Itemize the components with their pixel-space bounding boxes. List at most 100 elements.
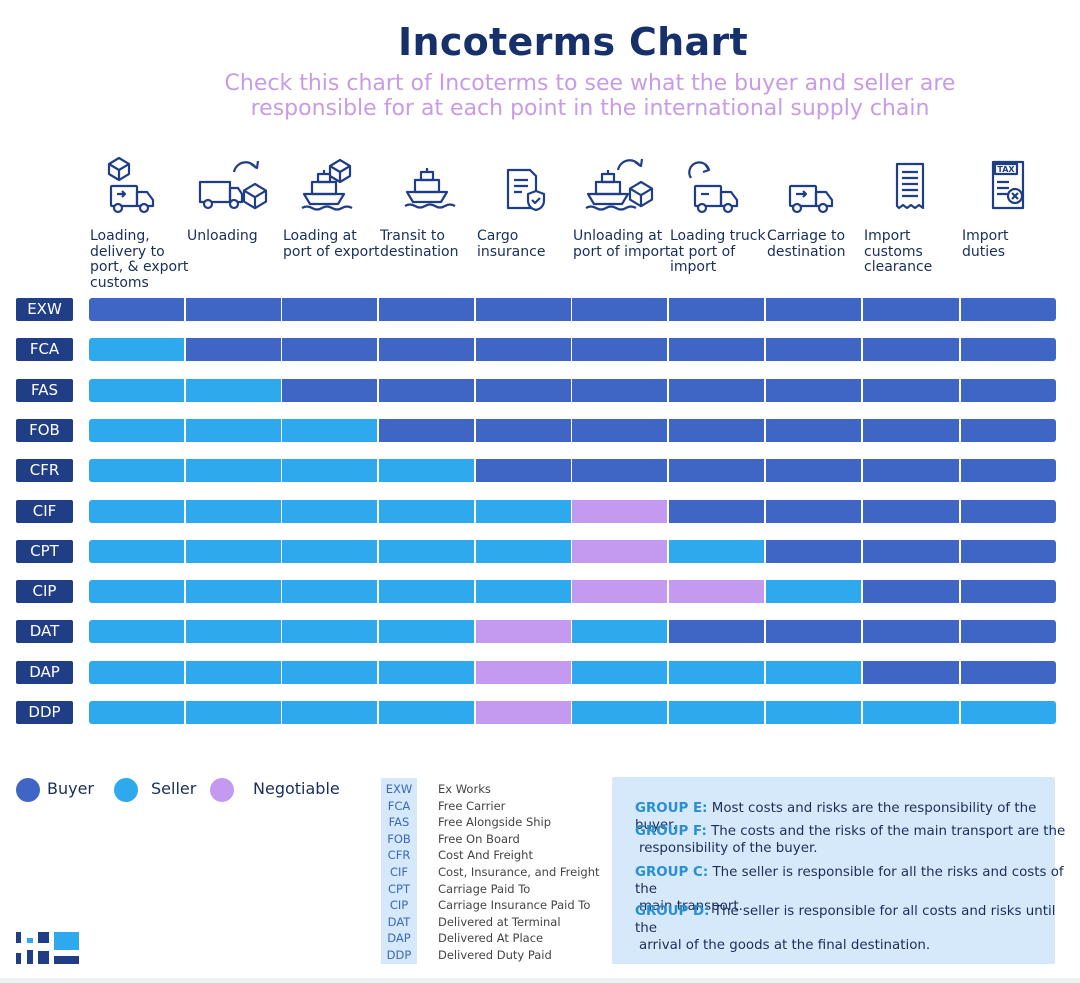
- group-key: GROUP D:: [635, 904, 710, 919]
- responsibility-cell: [961, 500, 1056, 523]
- responsibility-cell: [186, 459, 281, 482]
- column-header-line: port of import: [573, 243, 671, 260]
- responsibility-cell: [379, 580, 474, 603]
- group-line: main transport.: [639, 899, 743, 914]
- responsibility-cell: [282, 661, 377, 684]
- responsibility-cell: [669, 701, 764, 724]
- responsibility-cell: [766, 459, 861, 482]
- column-header-line: Loading truck: [670, 228, 766, 244]
- term-label: CIP: [16, 580, 73, 603]
- legend-swatch-seller: [114, 778, 138, 802]
- responsibility-cell: [186, 620, 281, 643]
- term-label: CFR: [16, 459, 73, 482]
- column-header-line: customs: [90, 274, 149, 291]
- responsibility-cell: [282, 500, 377, 523]
- abbreviation-name: Free Alongside Ship: [438, 815, 552, 830]
- term-label: DDP: [16, 701, 73, 724]
- term-label: EXW: [16, 298, 73, 321]
- column-header: Carriage to destination: [767, 228, 867, 260]
- responsibility-cell: [766, 661, 861, 684]
- column-header-line: duties: [962, 243, 1006, 260]
- responsibility-cell: [282, 298, 377, 321]
- term-label: FAS: [16, 379, 73, 402]
- responsibility-cell: [961, 661, 1056, 684]
- responsibility-cell: [863, 620, 959, 643]
- responsibility-cell: [476, 338, 571, 361]
- group-text: Most costs and risks are the responsibil…: [635, 801, 1037, 833]
- responsibility-cell: [766, 500, 861, 523]
- column-header: Import duties: [962, 228, 1062, 260]
- responsibility-cell: [476, 661, 571, 684]
- responsibility-cell: [89, 540, 184, 563]
- responsibility-cell: [669, 580, 764, 603]
- responsibility-cell: [961, 620, 1056, 643]
- responsibility-cell: [669, 500, 764, 523]
- responsibility-cell: [89, 620, 184, 643]
- column-header-line: insurance: [477, 243, 546, 260]
- subtitle-line-1: Check this chart of Incoterms to see wha…: [224, 71, 956, 96]
- column-header-line: destination: [767, 243, 846, 260]
- responsibility-cell: [961, 419, 1056, 442]
- responsibility-cell: [186, 661, 281, 684]
- responsibility-cell: [572, 298, 667, 321]
- responsibility-cell: [89, 298, 184, 321]
- responsibility-cell: [379, 459, 474, 482]
- legend-swatch-negotiable: [210, 778, 234, 802]
- responsibility-cell: [961, 540, 1056, 563]
- responsibility-cell: [89, 379, 184, 402]
- document-shield-icon: [476, 154, 572, 216]
- responsibility-cell: [282, 379, 377, 402]
- column-header-line: import: [670, 259, 717, 275]
- column-header-line: delivery to: [90, 243, 165, 260]
- group-description: GROUP E: Most costs and risks are the re…: [635, 800, 1075, 834]
- responsibility-cell: [961, 701, 1056, 724]
- term-label: CIF: [16, 500, 73, 523]
- responsibility-cell: [186, 419, 281, 442]
- column-header-line: customs: [864, 243, 923, 260]
- receipt-icon: [863, 154, 959, 216]
- responsibility-cell: [669, 298, 764, 321]
- column-header-line: Carriage to: [767, 228, 846, 244]
- group-text: The costs and the risks of the main tran…: [706, 824, 1066, 839]
- group-text: The seller is responsible for all the ri…: [635, 865, 1064, 897]
- abbreviation-code: CIF: [389, 865, 409, 879]
- responsibility-cell: [186, 500, 281, 523]
- responsibility-cell: [282, 580, 377, 603]
- svg-text:TAX: TAX: [997, 165, 1015, 174]
- column-header-line: Transit to: [380, 228, 445, 244]
- responsibility-cell: [572, 540, 667, 563]
- responsibility-cell: [572, 580, 667, 603]
- group-key: GROUP F:: [635, 824, 707, 839]
- truck-icon: [766, 154, 862, 216]
- group-key: GROUP E:: [635, 801, 708, 816]
- abbreviation-code: CFR: [387, 848, 411, 863]
- column-header: Transit to destination: [380, 228, 480, 260]
- responsibility-cell: [961, 338, 1056, 361]
- term-label: FOB: [16, 419, 73, 442]
- truck-box-icon: [89, 154, 185, 216]
- group-line: GROUP E: Most costs and risks are the re…: [635, 800, 1075, 834]
- responsibility-cell: [476, 500, 571, 523]
- responsibility-cell: [282, 540, 377, 563]
- responsibility-cell: [476, 580, 571, 603]
- responsibility-cell: [89, 419, 184, 442]
- responsibility-cell: [572, 620, 667, 643]
- abbreviation-name: Carriage Insurance Paid To: [438, 898, 591, 913]
- responsibility-cell: [669, 459, 764, 482]
- abbreviation-code: DAP: [387, 931, 411, 946]
- group-line: arrival of the goods at the final destin…: [639, 938, 931, 953]
- column-header: Cargo insurance: [477, 228, 577, 260]
- ship-unload-icon: [572, 154, 668, 216]
- abbreviation-code: FCA: [387, 798, 411, 813]
- responsibility-cell: [186, 379, 281, 402]
- column-header-line: Loading,: [90, 228, 150, 244]
- responsibility-cell: [89, 580, 184, 603]
- abbreviation-name: Delivered at Terminal: [438, 914, 561, 929]
- responsibility-cell: [186, 540, 281, 563]
- abbreviation-code: FAS: [388, 815, 410, 830]
- responsibility-cell: [282, 419, 377, 442]
- responsibility-cell: [572, 459, 667, 482]
- chart-subtitle: Check this chart of Incoterms to see wha…: [0, 71, 1080, 121]
- abbreviation-name: Ex Works: [438, 782, 491, 796]
- column-header: Unloading at port of import: [573, 228, 673, 260]
